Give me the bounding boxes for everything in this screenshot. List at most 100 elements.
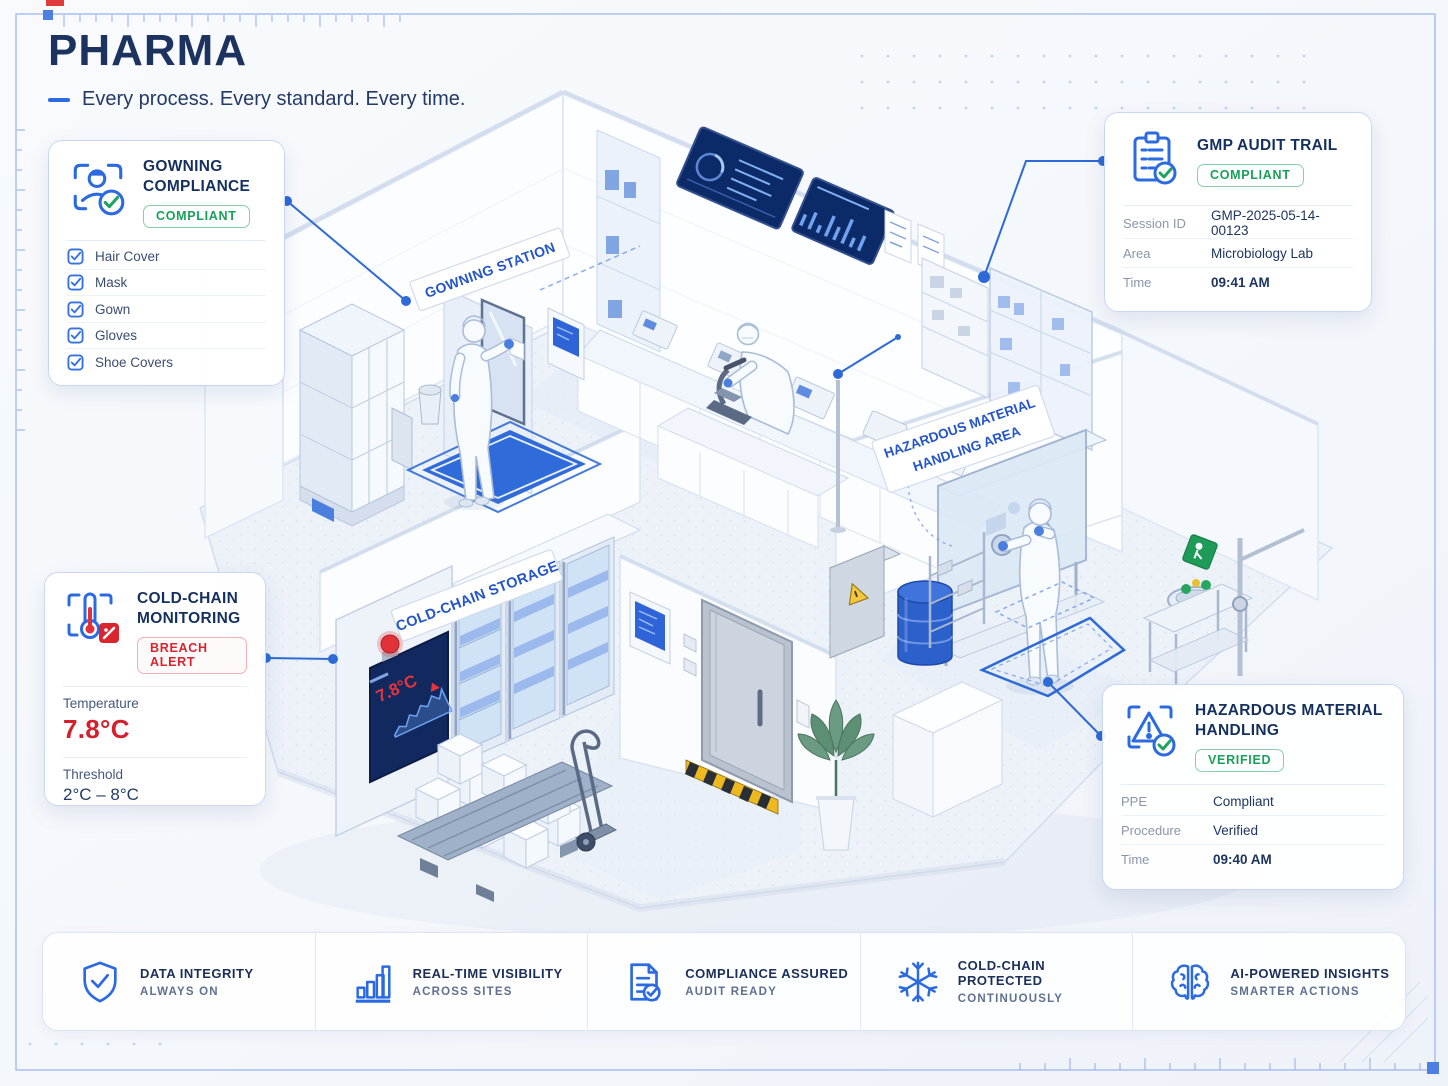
feature-coldchain-protected: COLD-CHAIN PROTECTED CONTINUOUSLY — [859, 933, 1133, 1030]
storage-shelf — [921, 257, 989, 399]
info-row: Time 09:40 AM — [1121, 852, 1272, 868]
checkbox-checked-icon — [67, 327, 84, 344]
warning-check-icon — [1121, 701, 1181, 766]
feature-ai-insights: AI-POWERED INSIGHTS SMARTER ACTIONS — [1132, 933, 1405, 1030]
wall-button — [683, 633, 697, 653]
gmp-audit-trail-card: GMP AUDIT TRAIL COMPLIANT Session ID GMP… — [1104, 112, 1372, 312]
cold-chain-storage-area: 7.8°C — [335, 513, 642, 902]
wall-monitor-dashboard — [676, 126, 804, 230]
brain-icon — [1167, 959, 1213, 1005]
dot-grid-decoration — [846, 34, 1316, 112]
wall-kiosk-panel — [547, 307, 585, 381]
storage-rack — [928, 532, 986, 648]
scientist-figure — [723, 322, 795, 436]
clipboard-check-icon — [1123, 128, 1183, 193]
tagline-dash-icon — [48, 97, 70, 102]
checkbox-checked-icon — [67, 354, 84, 371]
gowning-station-area — [298, 245, 641, 527]
door-keypad — [796, 699, 810, 729]
glove — [998, 541, 1008, 551]
brand-title: PHARMA — [48, 26, 248, 75]
checklist-item: Hair Cover — [67, 243, 266, 270]
glove — [1034, 526, 1044, 536]
gowning-checklist: Hair Cover Mask Gown Gloves Shoe Covers — [67, 243, 266, 376]
face-scan-check-icon — [67, 157, 129, 224]
emergency-shower-sign — [1182, 534, 1218, 570]
hazmat-info-table: PPE Compliant Procedure Verified Time 09… — [1121, 787, 1385, 874]
pallet — [396, 761, 614, 902]
valve-cap — [1201, 580, 1211, 590]
checklist-item: Mask — [67, 270, 266, 297]
equipment-cart — [1142, 579, 1254, 684]
cold-chain-monitoring-card: COLD-CHAIN MONITORING BREACH ALERT Tempe… — [44, 572, 266, 806]
connector-lines — [261, 156, 1108, 741]
checklist-item: Shoe Covers — [67, 349, 266, 376]
alert-badge: BREACH ALERT — [137, 637, 247, 675]
checkbox-checked-icon — [67, 301, 84, 318]
frame-corner-marker — [43, 10, 53, 20]
card-title: GOWNING COMPLIANCE — [143, 158, 251, 196]
left-ruler-ticks — [17, 129, 25, 431]
status-badge: COMPLIANT — [1197, 164, 1304, 188]
valve-cap — [1181, 584, 1191, 594]
feature-data-integrity: DATA INTEGRITY ALWAYS ON — [43, 933, 315, 1030]
corridor-area — [629, 591, 875, 851]
hazmat-worker-figure — [998, 498, 1074, 695]
glove — [504, 339, 514, 349]
document-check-icon — [622, 959, 668, 1005]
hand-truck — [570, 729, 618, 852]
gowning-person-figure — [444, 315, 514, 510]
info-row: PPE Compliant — [1121, 787, 1385, 817]
side-cabinet — [391, 407, 413, 471]
wall-button — [683, 657, 697, 677]
info-row: Area Microbiology Lab — [1123, 239, 1353, 268]
hazard-cabinet — [828, 545, 902, 659]
top-ruler-ticks — [63, 15, 401, 27]
glove — [451, 394, 459, 402]
electrical-warning-sign — [848, 583, 869, 606]
red-corner-tag — [46, 0, 64, 6]
status-badge: VERIFIED — [1195, 749, 1285, 773]
corridor-wall-display — [629, 591, 671, 665]
threshold-label: Threshold — [63, 767, 124, 783]
locker-unit — [298, 303, 406, 527]
floor-hazard-stripe — [685, 759, 779, 815]
threshold-value: 2°C – 8°C — [63, 785, 139, 805]
blueprint-frame — [15, 0, 1439, 1074]
hazmat-area — [828, 428, 1305, 698]
card-title: HAZARDOUS MATERIAL HANDLING — [1195, 702, 1383, 740]
alarm-beacon — [380, 634, 400, 654]
bottom-ruler-ticks — [1019, 1058, 1421, 1070]
potted-plant — [797, 699, 875, 851]
feature-compliance-assured: COMPLIANCE ASSURED AUDIT READY — [587, 933, 860, 1030]
feature-realtime-visibility: REAL-TIME VISIBILITY ACROSS SITES — [314, 933, 588, 1030]
lab-area — [577, 126, 1093, 587]
header: PHARMA Every process. Every standard. Ev… — [48, 26, 466, 111]
card-title: COLD-CHAIN MONITORING — [137, 590, 241, 628]
bar-chart-icon — [350, 959, 396, 1005]
hazmat-floor-marking — [978, 616, 1127, 698]
hazmat-handling-card: HAZARDOUS MATERIAL HANDLING VERIFIED PPE… — [1102, 684, 1404, 890]
wall-monitor-chart — [791, 177, 895, 265]
blue-bin — [312, 498, 334, 522]
card-title: GMP AUDIT TRAIL — [1197, 137, 1338, 154]
shield-check-icon — [77, 959, 123, 1005]
checklist-item: Gown — [67, 296, 266, 323]
snowflake-icon — [895, 959, 941, 1005]
feature-strip: DATA INTEGRITY ALWAYS ON REAL-TIME VISIB… — [42, 932, 1406, 1031]
temperature-label: Temperature — [63, 696, 139, 712]
audit-info-table: Session ID GMP-2025-05-14-00123 Area Mic… — [1123, 208, 1353, 297]
thermometer-alert-icon — [63, 589, 123, 654]
checkbox-checked-icon — [67, 248, 84, 265]
metal-door — [701, 598, 793, 804]
blue-drum — [897, 580, 953, 666]
checkbox-checked-icon — [67, 274, 84, 291]
checklist-item: Gloves — [67, 323, 266, 350]
info-row: Procedure Verified — [1121, 816, 1385, 846]
gowning-compliance-card: GOWNING COMPLIANCE COMPLIANT Hair Cover … — [48, 140, 285, 386]
microscope — [706, 357, 752, 425]
prep-counter — [891, 681, 1004, 818]
tagline-text: Every process. Every standard. Every tim… — [82, 88, 466, 111]
